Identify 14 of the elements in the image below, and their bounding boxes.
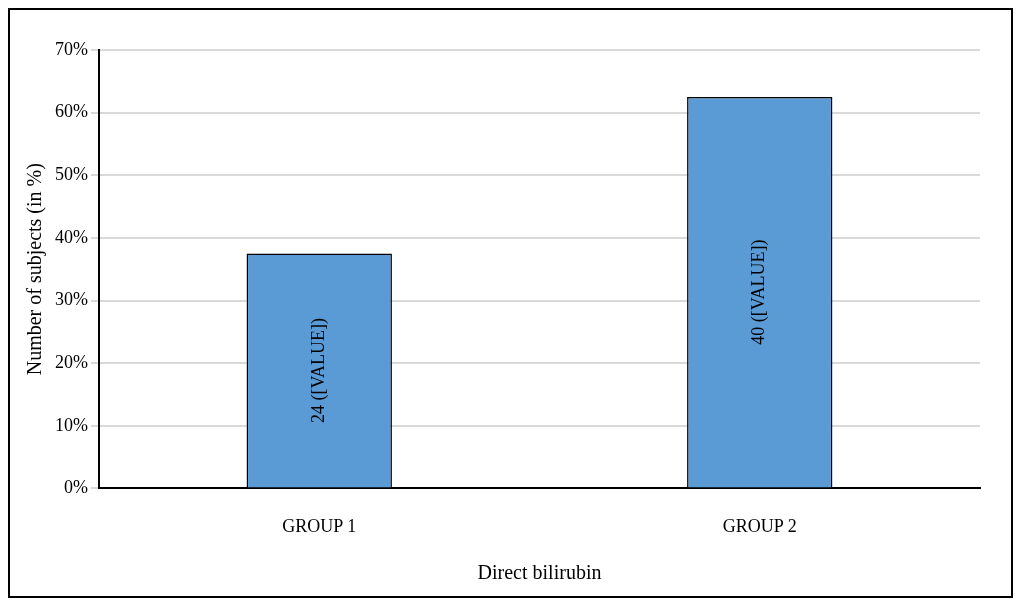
annotation: 40 ([VALUE]) [748, 239, 770, 345]
y-tick-label: 10% [54, 414, 88, 435]
y-tick-label: 70% [54, 38, 88, 59]
y-tick-label: 60% [54, 101, 88, 122]
annotation: 24 ([VALUE]) [307, 317, 329, 424]
y-tick-label: 40% [54, 226, 88, 247]
x-tick-label: GROUP 2 [722, 515, 797, 536]
y-tick-label: 30% [54, 289, 88, 310]
y-tick-label: 20% [54, 351, 88, 372]
y-axis-title: Number of subjects (in %) [23, 163, 47, 376]
x-axis-title: Direct bilirubin [477, 561, 602, 584]
x-tick-label: GROUP 1 [282, 515, 357, 536]
y-tick-label: 50% [54, 163, 88, 184]
y-tick-label: 0% [63, 477, 88, 498]
